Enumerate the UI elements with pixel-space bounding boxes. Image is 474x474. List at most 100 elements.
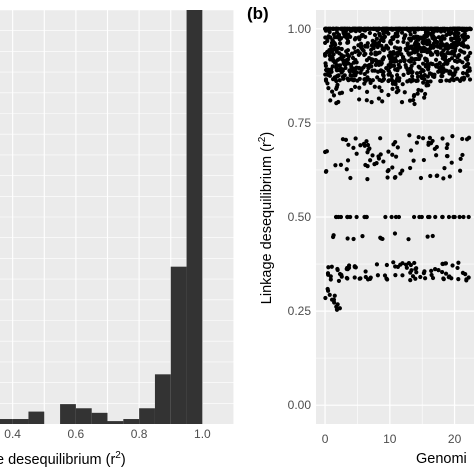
scatter-point bbox=[342, 33, 348, 38]
scatter-point bbox=[323, 28, 328, 33]
scatter-point bbox=[371, 45, 376, 50]
scatter-point bbox=[370, 68, 375, 73]
scatter-point bbox=[329, 69, 334, 74]
scatter-point bbox=[421, 68, 426, 74]
scatter-point bbox=[428, 46, 433, 51]
scatter-point bbox=[367, 30, 372, 36]
scatter-point bbox=[328, 98, 333, 103]
scatter-panel: (b) 0.00 0.25 0.50 0.75 1.00 0 10 20 Linkage d… bbox=[247, 4, 474, 467]
scatter-point bbox=[361, 65, 366, 70]
scatter-point bbox=[423, 276, 428, 281]
histogram-bar bbox=[0, 419, 13, 424]
scatter-point bbox=[337, 41, 343, 46]
scatter-point bbox=[331, 233, 336, 238]
scatter-point bbox=[425, 74, 430, 79]
scatter-point bbox=[460, 136, 465, 142]
scatter-point bbox=[345, 40, 350, 45]
scatter-point bbox=[328, 277, 333, 282]
scatter-point bbox=[449, 276, 454, 281]
scatter-point bbox=[364, 139, 369, 144]
scatter-point bbox=[386, 168, 391, 173]
scatter-point bbox=[457, 78, 463, 83]
scatter-point bbox=[357, 28, 362, 33]
scatter-point bbox=[352, 45, 357, 50]
scatter-point bbox=[367, 55, 372, 61]
scatter-point bbox=[337, 271, 343, 277]
scatter-point bbox=[425, 50, 430, 55]
scatter-point bbox=[330, 38, 335, 43]
scatter-point bbox=[444, 145, 449, 151]
scatter-point bbox=[408, 32, 413, 37]
scatter-point bbox=[411, 93, 417, 99]
scatter-point bbox=[461, 77, 466, 82]
scatter-point bbox=[460, 71, 466, 76]
scatter-point bbox=[444, 78, 449, 83]
scatter-point bbox=[349, 51, 355, 56]
scatter-point bbox=[467, 77, 473, 82]
scatter-point bbox=[389, 214, 394, 220]
scatter-point bbox=[411, 97, 416, 103]
scatter-point bbox=[333, 47, 339, 52]
scatter-point bbox=[344, 49, 349, 54]
histogram-bar bbox=[123, 419, 140, 424]
scatter-point bbox=[365, 41, 370, 46]
scatter-point bbox=[363, 274, 368, 280]
scatter-point bbox=[397, 65, 403, 70]
scatter-point bbox=[402, 34, 407, 39]
histogram-x-tick-labels: 0.4 0.6 0.8 1.0 bbox=[4, 427, 211, 441]
scatter-point bbox=[419, 214, 424, 220]
scatter-point bbox=[400, 82, 405, 87]
scatter-point bbox=[468, 27, 473, 32]
scatter-point bbox=[422, 269, 427, 274]
scatter-point bbox=[361, 48, 366, 53]
scatter-point bbox=[450, 71, 456, 77]
scatter-point bbox=[372, 32, 378, 38]
scatter-point bbox=[327, 73, 333, 78]
scatter-point bbox=[378, 152, 383, 157]
scatter-point bbox=[440, 36, 445, 41]
scatter-point bbox=[357, 85, 362, 90]
scatter-point bbox=[428, 173, 433, 179]
scatter-point bbox=[447, 71, 452, 76]
scatter-point bbox=[417, 45, 422, 50]
scatter-y-axis-title-text: Linkage desequilibrium (r bbox=[259, 142, 275, 304]
scatter-point bbox=[371, 26, 376, 31]
scatter-point bbox=[327, 292, 332, 297]
scatter-point bbox=[427, 135, 432, 141]
scatter-point bbox=[422, 91, 428, 97]
scatter-point bbox=[381, 159, 386, 164]
scatter-point bbox=[452, 58, 458, 64]
scatter-point bbox=[364, 77, 369, 82]
scatter-point bbox=[333, 163, 338, 168]
scatter-point bbox=[366, 147, 371, 152]
scatter-point bbox=[433, 214, 438, 220]
scatter-point bbox=[453, 46, 458, 51]
scatter-point bbox=[325, 271, 331, 276]
histogram-x-tick-label: 0.8 bbox=[131, 427, 148, 441]
scatter-point bbox=[407, 133, 412, 138]
scatter-point bbox=[337, 51, 342, 56]
scatter-point bbox=[352, 37, 358, 42]
scatter-point bbox=[435, 44, 440, 49]
scatter-point bbox=[438, 78, 443, 84]
scatter-point bbox=[458, 48, 463, 53]
scatter-point bbox=[345, 214, 350, 220]
scatter-point bbox=[376, 40, 382, 45]
scatter-point bbox=[395, 50, 400, 56]
scatter-point bbox=[323, 61, 328, 66]
scatter-point bbox=[377, 50, 382, 55]
scatter-point bbox=[430, 61, 435, 67]
scatter-point bbox=[395, 68, 400, 73]
scatter-point bbox=[431, 41, 436, 46]
scatter-point bbox=[377, 59, 382, 64]
scatter-point bbox=[368, 26, 373, 31]
scatter-point bbox=[437, 67, 442, 72]
scatter-point bbox=[384, 43, 389, 48]
scatter-point bbox=[364, 89, 370, 94]
histogram-bar bbox=[154, 374, 171, 424]
scatter-point bbox=[392, 231, 398, 236]
scatter-point bbox=[391, 63, 397, 68]
scatter-point bbox=[385, 175, 390, 180]
scatter-point bbox=[365, 142, 371, 148]
scatter-point bbox=[426, 31, 431, 36]
